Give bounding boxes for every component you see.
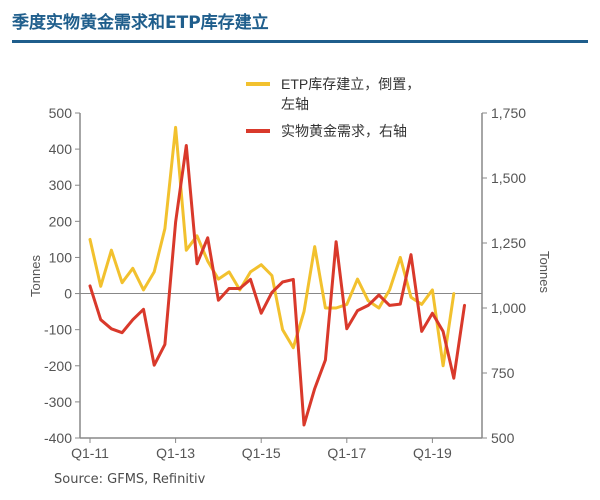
x-tick-label: Q1-17 (327, 445, 366, 461)
source-note: Source: GFMS, Refinitiv (54, 472, 206, 487)
etp-series-line (88, 125, 456, 368)
axes: 500 400 300 200 100 0 -100 -200 -300 -400 1,750 1,5… (28, 105, 552, 461)
legend-label-etp: ETP库存建立，倒置， (281, 76, 420, 92)
lines (88, 125, 466, 427)
right-tick-label: 750 (491, 365, 515, 381)
right-tick-label: 1,500 (491, 170, 526, 186)
right-tick-label: 1,750 (491, 105, 526, 121)
x-tick-label: Q1-13 (156, 445, 195, 461)
right-tick-label: 1,250 (491, 235, 526, 251)
left-tick-label: 100 (49, 249, 73, 265)
x-tick-label: Q1-11 (71, 445, 109, 461)
chart-title: 季度实物黄金需求和ETP库存建立 (12, 13, 269, 33)
legend-label-demand: 实物黄金需求，右轴 (281, 123, 407, 139)
x-tick-label: Q1-19 (413, 445, 452, 461)
right-tick-label: 500 (491, 430, 515, 446)
right-tick-label: 1,000 (491, 300, 526, 316)
left-tick-label: 400 (49, 141, 73, 157)
left-tick-label: -100 (44, 322, 72, 338)
legend-label-etp-line2: 左轴 (281, 96, 309, 112)
left-tick-label: -200 (44, 358, 72, 374)
demand-series-line (88, 144, 466, 427)
x-tick-label: Q1-15 (242, 445, 281, 461)
left-tick-label: -300 (44, 394, 72, 410)
title-rule (12, 40, 588, 43)
left-axis-title: Tonnes (28, 255, 43, 297)
left-tick-label: 0 (64, 286, 72, 302)
right-axis-title: Tonnes (537, 251, 552, 293)
left-tick-label: 200 (49, 213, 73, 229)
left-tick-label: 300 (49, 177, 73, 193)
left-tick-label: 500 (49, 105, 73, 121)
left-tick-label: -400 (44, 430, 72, 446)
